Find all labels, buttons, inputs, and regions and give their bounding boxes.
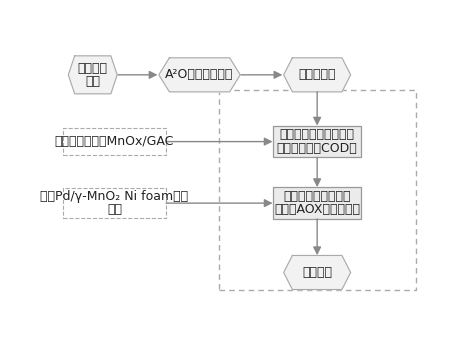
Text: （去除AOX等副产物）: （去除AOX等副产物） — [274, 203, 360, 216]
Text: （去除色度、COD）: （去除色度、COD） — [277, 142, 358, 155]
Text: 电催化还原处理工艺: 电催化还原处理工艺 — [283, 190, 351, 203]
Text: 臭氧催化氧化处理工艺: 臭氧催化氧化处理工艺 — [280, 129, 354, 141]
Text: 最终出水: 最终出水 — [302, 266, 332, 279]
FancyBboxPatch shape — [273, 187, 361, 219]
Text: 制备臭氧催化剂MnOx/GAC: 制备臭氧催化剂MnOx/GAC — [55, 135, 174, 148]
Text: 电极: 电极 — [107, 203, 122, 216]
Polygon shape — [283, 255, 351, 290]
Text: 废水: 废水 — [85, 75, 100, 88]
Polygon shape — [159, 58, 240, 92]
Text: 沉淠池出水: 沉淠池出水 — [298, 68, 336, 81]
Text: 染料生产: 染料生产 — [78, 62, 108, 74]
Polygon shape — [68, 56, 117, 94]
FancyBboxPatch shape — [63, 128, 166, 155]
FancyBboxPatch shape — [63, 188, 166, 218]
Polygon shape — [283, 58, 351, 92]
Text: 制备Pd/γ-MnO₂ Ni foam复合: 制备Pd/γ-MnO₂ Ni foam复合 — [41, 190, 189, 203]
FancyBboxPatch shape — [273, 126, 361, 157]
Text: A²O生物处理工艺: A²O生物处理工艺 — [165, 68, 234, 81]
